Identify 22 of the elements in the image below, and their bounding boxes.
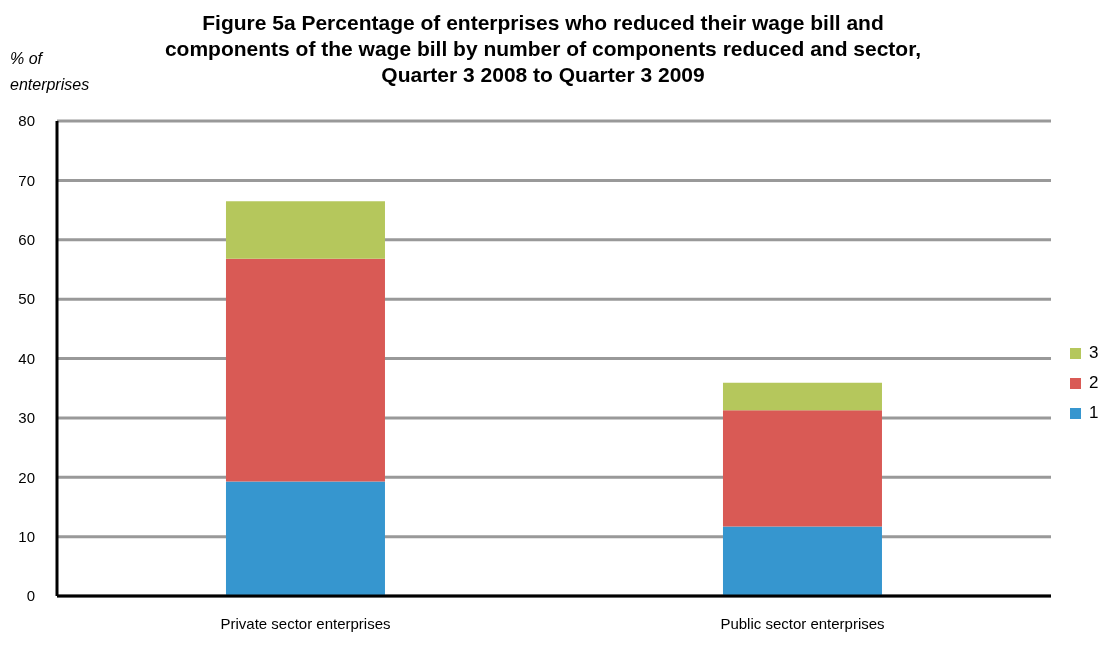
legend-label: 3	[1089, 343, 1099, 363]
chart-title: Figure 5a Percentage of enterprises who reduced their wage bill and components of the wage bill by number of components reduced and sector, Quarter 3 2008 to Quarter 3 2009	[163, 10, 923, 88]
y-tick-label: 0	[26, 587, 35, 605]
legend-label: 1	[1089, 403, 1099, 423]
y-tick-label: 20	[18, 468, 35, 486]
x-tick-label: Private sector enterprises	[220, 614, 391, 632]
bar	[722, 410, 882, 527]
x-tick-label: Public sector enterprises	[720, 614, 885, 632]
y-tick-label: 70	[18, 171, 35, 189]
bar	[225, 481, 385, 596]
y-tick-label: 30	[18, 409, 35, 427]
y-tick-label: 10	[18, 527, 35, 545]
y-axis-title: % of enterprises	[10, 49, 91, 95]
y-tick-label: 80	[18, 112, 35, 130]
legend-label: 2	[1089, 373, 1099, 393]
bar	[722, 526, 882, 596]
y-tick-label: 40	[18, 349, 35, 367]
y-tick-label: 60	[18, 231, 35, 249]
y-tick-label: 50	[18, 290, 35, 308]
bar	[722, 382, 882, 411]
bar	[225, 201, 385, 259]
bar	[225, 258, 385, 482]
